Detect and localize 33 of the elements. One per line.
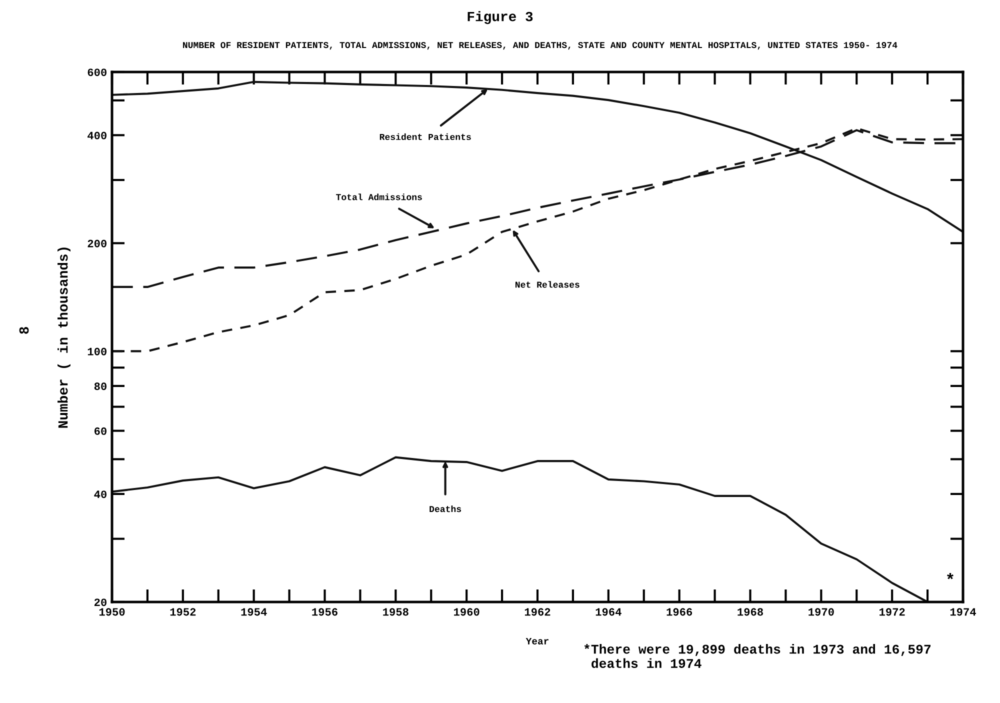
- x-tick-label: 1968: [738, 608, 763, 616]
- x-axis-title: Year: [526, 638, 548, 644]
- y-axis-title: Number ( in thousands): [58, 248, 70, 428]
- annotation: Resident Patients: [380, 133, 471, 140]
- y-tick-label: 600: [88, 68, 106, 76]
- x-tick-label: 1974: [950, 608, 976, 616]
- x-tick-label: 1954: [241, 608, 267, 616]
- y-tick-label: 100: [88, 348, 106, 356]
- text: 8: [19, 326, 29, 334]
- x-tick-label: 1970: [808, 608, 834, 616]
- chart-title: Figure 3: [468, 11, 533, 24]
- y-tick-label: 60: [94, 427, 106, 435]
- line-series: [112, 456, 929, 602]
- y-tick-label: 40: [94, 490, 106, 498]
- y-tick-label: 80: [94, 382, 106, 390]
- chart-subtitle: NUMBER OF RESIDENT PATIENTS, TOTAL ADMISSIONS, NET RELEASES, AND DEATHS, STATE AND COUNTY MENTAL HOSPITALS, UNITED STATES 1950- 1974: [183, 42, 898, 50]
- x-tick-label: 1960: [454, 608, 480, 616]
- x-tick-label: 1962: [524, 608, 550, 616]
- y-tick-label: 20: [94, 598, 106, 606]
- annotation: *: [947, 573, 954, 580]
- annotation: Net Releases: [515, 281, 580, 288]
- annotation: Deaths: [430, 505, 462, 512]
- annotation: Total Admissions: [336, 194, 422, 200]
- y-tick-label: 200: [88, 240, 106, 248]
- x-tick-label: 1972: [879, 608, 905, 616]
- x-tick-label: 1964: [596, 608, 622, 616]
- x-tick-label: 1956: [312, 608, 338, 616]
- x-tick-label: 1958: [383, 608, 408, 616]
- x-tick-label: 1950: [99, 608, 125, 616]
- y-tick-label: 400: [88, 132, 106, 140]
- x-tick-label: 1952: [170, 608, 196, 616]
- x-tick-label: 1966: [666, 608, 692, 616]
- text: *There were 19,899 deaths in 1973 and 16,597 deaths in 1974: [584, 644, 931, 668]
